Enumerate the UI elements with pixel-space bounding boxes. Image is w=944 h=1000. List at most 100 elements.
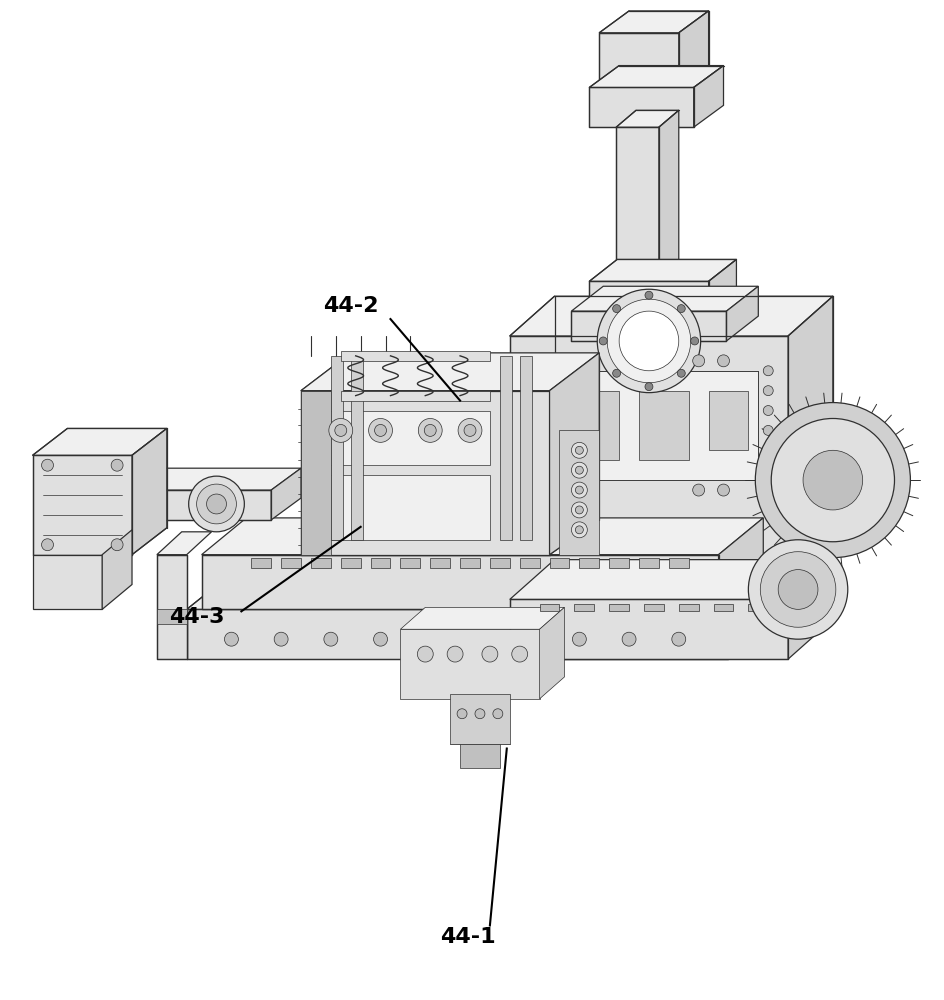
- Circle shape: [576, 526, 583, 534]
- Circle shape: [329, 418, 353, 442]
- Circle shape: [851, 434, 862, 444]
- Polygon shape: [321, 475, 490, 540]
- Polygon shape: [341, 558, 361, 568]
- Circle shape: [576, 446, 583, 454]
- Polygon shape: [540, 604, 560, 611]
- Polygon shape: [679, 11, 709, 68]
- Polygon shape: [718, 518, 764, 609]
- Polygon shape: [709, 259, 736, 311]
- Polygon shape: [616, 110, 679, 127]
- Circle shape: [571, 522, 587, 538]
- Text: 44-2: 44-2: [323, 296, 379, 316]
- Circle shape: [803, 450, 863, 510]
- Circle shape: [571, 442, 587, 458]
- Circle shape: [815, 622, 824, 631]
- Circle shape: [760, 552, 835, 627]
- Circle shape: [42, 459, 54, 471]
- Polygon shape: [540, 371, 758, 480]
- Circle shape: [764, 445, 773, 455]
- Circle shape: [645, 383, 653, 391]
- Circle shape: [755, 403, 910, 558]
- Circle shape: [196, 484, 236, 524]
- Polygon shape: [510, 296, 833, 336]
- Circle shape: [464, 424, 476, 436]
- Polygon shape: [450, 694, 510, 744]
- Polygon shape: [669, 558, 689, 568]
- Circle shape: [417, 646, 433, 662]
- Polygon shape: [520, 356, 531, 540]
- Circle shape: [576, 506, 583, 514]
- Polygon shape: [540, 607, 565, 699]
- Text: 44-1: 44-1: [440, 927, 496, 947]
- Circle shape: [804, 516, 814, 526]
- Polygon shape: [341, 391, 490, 401]
- Polygon shape: [102, 530, 132, 609]
- Polygon shape: [574, 604, 595, 611]
- Polygon shape: [616, 127, 659, 281]
- Polygon shape: [599, 11, 709, 33]
- Circle shape: [576, 466, 583, 474]
- Circle shape: [772, 622, 782, 631]
- Circle shape: [423, 632, 437, 646]
- Polygon shape: [749, 604, 768, 611]
- Circle shape: [607, 299, 691, 383]
- Polygon shape: [430, 558, 450, 568]
- Polygon shape: [644, 604, 664, 611]
- Polygon shape: [709, 391, 749, 450]
- Polygon shape: [571, 286, 758, 311]
- Circle shape: [645, 291, 653, 299]
- Polygon shape: [371, 558, 391, 568]
- Polygon shape: [499, 356, 512, 540]
- Circle shape: [375, 424, 386, 436]
- Polygon shape: [549, 558, 569, 568]
- Circle shape: [764, 465, 773, 475]
- Circle shape: [482, 646, 497, 662]
- Polygon shape: [47, 468, 301, 490]
- Polygon shape: [321, 411, 490, 465]
- Circle shape: [778, 570, 818, 609]
- Circle shape: [804, 434, 814, 444]
- Polygon shape: [202, 518, 764, 555]
- Polygon shape: [788, 560, 833, 659]
- Circle shape: [764, 386, 773, 396]
- Circle shape: [573, 355, 585, 367]
- Circle shape: [672, 632, 685, 646]
- Circle shape: [111, 459, 123, 471]
- Circle shape: [571, 482, 587, 498]
- Polygon shape: [33, 455, 132, 555]
- Polygon shape: [33, 555, 102, 609]
- Polygon shape: [589, 259, 736, 281]
- Polygon shape: [251, 558, 271, 568]
- Circle shape: [576, 486, 583, 494]
- Polygon shape: [490, 558, 510, 568]
- Polygon shape: [157, 532, 211, 555]
- Polygon shape: [330, 356, 343, 540]
- Circle shape: [493, 709, 503, 719]
- Circle shape: [571, 502, 587, 518]
- Polygon shape: [510, 560, 833, 599]
- Polygon shape: [157, 555, 187, 659]
- Circle shape: [598, 289, 700, 393]
- Polygon shape: [47, 490, 271, 520]
- Circle shape: [619, 311, 679, 371]
- Circle shape: [876, 475, 885, 485]
- Polygon shape: [679, 604, 699, 611]
- Polygon shape: [589, 87, 694, 127]
- Circle shape: [324, 632, 338, 646]
- Polygon shape: [589, 66, 723, 87]
- Polygon shape: [351, 356, 362, 540]
- Circle shape: [691, 337, 699, 345]
- Circle shape: [613, 369, 620, 377]
- Circle shape: [207, 494, 227, 514]
- Circle shape: [111, 539, 123, 551]
- Polygon shape: [341, 351, 490, 361]
- Circle shape: [599, 337, 607, 345]
- Polygon shape: [560, 430, 599, 555]
- Polygon shape: [301, 353, 599, 391]
- Polygon shape: [569, 391, 619, 460]
- Polygon shape: [281, 558, 301, 568]
- Circle shape: [851, 516, 862, 526]
- Polygon shape: [609, 558, 629, 568]
- Circle shape: [418, 418, 442, 442]
- Circle shape: [613, 305, 620, 313]
